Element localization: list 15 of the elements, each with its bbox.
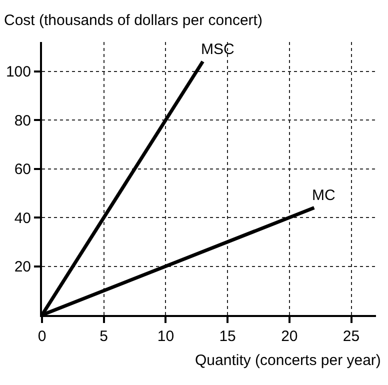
x-tick-label: 25 <box>342 328 360 345</box>
series-label: MSC <box>201 41 234 58</box>
x-tick-label: 15 <box>219 328 236 345</box>
y-tick-label: 60 <box>14 161 31 178</box>
x-tick-label: 20 <box>281 328 298 345</box>
y-axis-title: Cost (thousands of dollars per concert) <box>4 12 262 29</box>
x-tick-label: 0 <box>38 328 46 345</box>
x-tick-label: 10 <box>157 328 174 345</box>
y-tick-label: 100 <box>6 64 31 80</box>
x-tick-label: 5 <box>100 328 108 345</box>
series-label: MC <box>312 187 336 204</box>
x-axis-title: Quantity (concerts per year) <box>195 352 381 369</box>
y-tick-label: 40 <box>14 210 31 227</box>
y-tick-label: 20 <box>14 258 31 276</box>
y-tick-label: 80 <box>14 112 31 130</box>
